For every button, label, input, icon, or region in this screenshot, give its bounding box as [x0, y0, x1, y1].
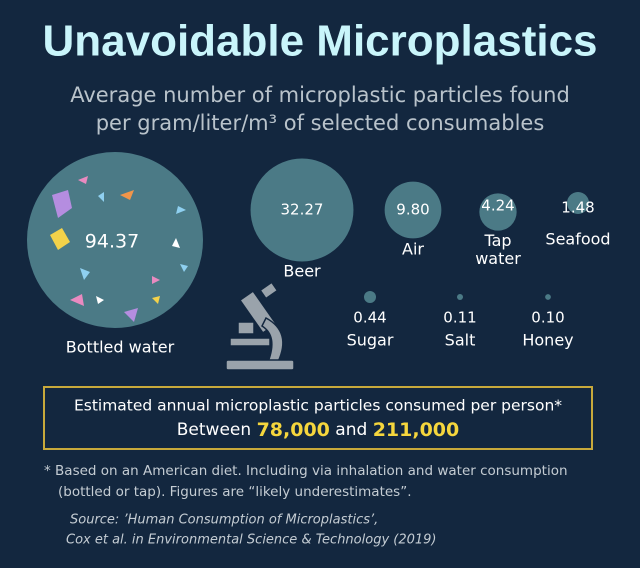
microscope-icon: [225, 281, 295, 371]
category-label: Beer: [283, 262, 321, 281]
callout-range: Between 78,000 and 211,000: [177, 419, 459, 441]
bubble: [545, 294, 551, 300]
value-label: 0.44: [353, 309, 386, 327]
callout-prefix: Between: [177, 420, 251, 440]
source: Cox et al. in Environmental Science & Te…: [66, 533, 437, 548]
callout-low: 78,000: [257, 419, 330, 441]
value-label: 4.24: [481, 197, 514, 215]
bubble: [456, 293, 464, 301]
category-label: Tap water: [475, 231, 521, 268]
value-label: 32.27: [281, 201, 324, 219]
subtitle: Average number of microplastic particles…: [70, 83, 570, 107]
category-label: Bottled water: [66, 338, 175, 357]
category-label: Honey: [522, 331, 573, 350]
value-label: 9.80: [396, 201, 429, 219]
footnote: (bottled or tap). Figures are “likely un…: [58, 484, 412, 500]
value-label: 94.37: [85, 231, 139, 253]
callout-high: 211,000: [373, 419, 460, 441]
category-label: Air: [402, 240, 424, 259]
footnote: * Based on an American diet. Including v…: [44, 463, 568, 479]
category-label: Salt: [445, 331, 476, 350]
bubble: [250, 158, 354, 262]
title: Unavoidable Microplastics: [42, 17, 597, 66]
value-label: 0.11: [443, 309, 476, 327]
subtitle: per gram/liter/m³ of selected consumable…: [96, 111, 545, 135]
bubble: [363, 290, 377, 304]
callout-heading: Estimated annual microplastic particles …: [74, 397, 562, 415]
value-label: 1.48: [561, 199, 594, 217]
category-label: Seafood: [545, 230, 610, 249]
bubble: [566, 191, 590, 215]
bubble: [479, 193, 517, 231]
callout-box: [43, 386, 593, 450]
source: Source: ’Human Consumption of Microplast…: [70, 513, 378, 528]
bubble: [27, 152, 203, 328]
category-label: Sugar: [347, 331, 394, 350]
bubble: [384, 181, 442, 239]
confetti: [50, 176, 188, 322]
value-label: 0.10: [531, 309, 564, 327]
callout-connector: and: [335, 420, 367, 440]
